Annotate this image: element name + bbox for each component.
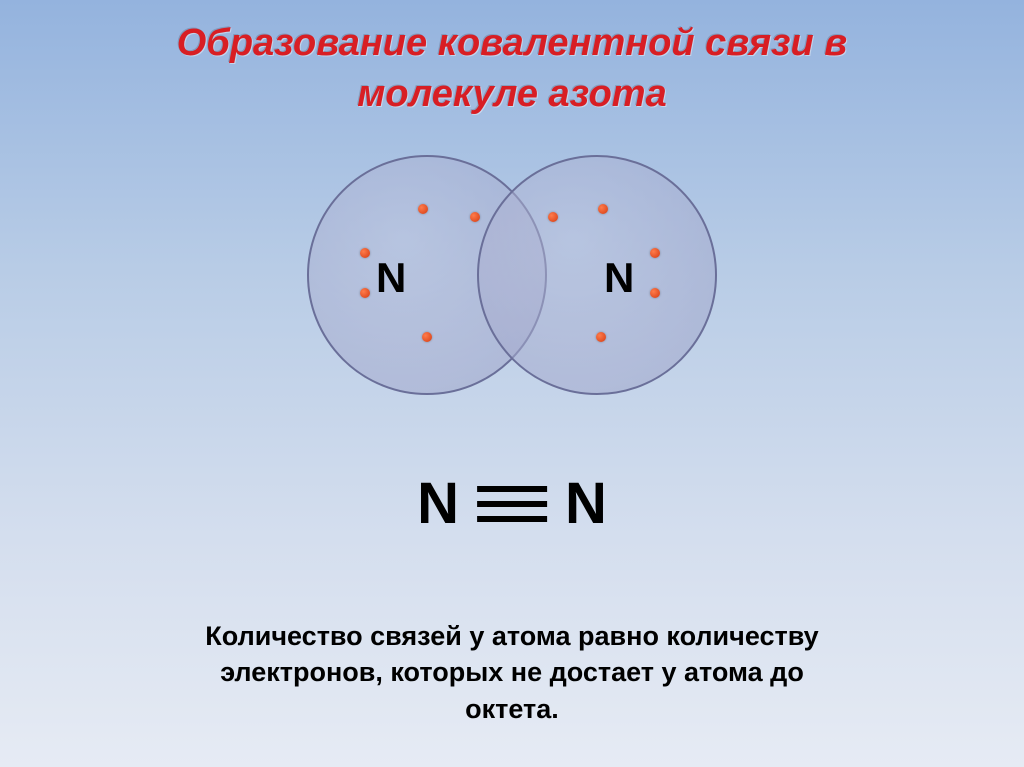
bond-diagram: N N	[302, 150, 722, 400]
triple-bond-icon	[477, 486, 547, 522]
electron-dot	[360, 248, 370, 258]
caption-line-2: электронов, которых не достает у атома д…	[51, 654, 973, 690]
bond-line	[477, 486, 547, 492]
caption-line-3: октета.	[51, 691, 973, 727]
slide-title: Образование ковалентной связи в молекуле…	[0, 0, 1024, 121]
electron-dot	[596, 332, 606, 342]
bond-line	[477, 501, 547, 507]
electron-dot	[470, 212, 480, 222]
atom-label-right: N	[604, 254, 634, 302]
atom-label-left: N	[376, 254, 406, 302]
electron-dot	[418, 204, 428, 214]
formula-atom-right: N	[565, 470, 607, 537]
title-line-2: молекуле азота	[0, 69, 1024, 120]
bond-line	[477, 516, 547, 522]
electron-dot	[650, 288, 660, 298]
caption-line-1: Количество связей у атома равно количест…	[51, 618, 973, 654]
electron-dot	[548, 212, 558, 222]
electron-dot	[422, 332, 432, 342]
formula-atom-left: N	[417, 470, 459, 537]
electron-dot	[360, 288, 370, 298]
structural-formula: N N	[417, 470, 607, 537]
title-line-1: Образование ковалентной связи в	[0, 18, 1024, 69]
atom-circle-right	[477, 155, 717, 395]
caption-text: Количество связей у атома равно количест…	[51, 618, 973, 727]
electron-dot	[650, 248, 660, 258]
electron-dot	[598, 204, 608, 214]
